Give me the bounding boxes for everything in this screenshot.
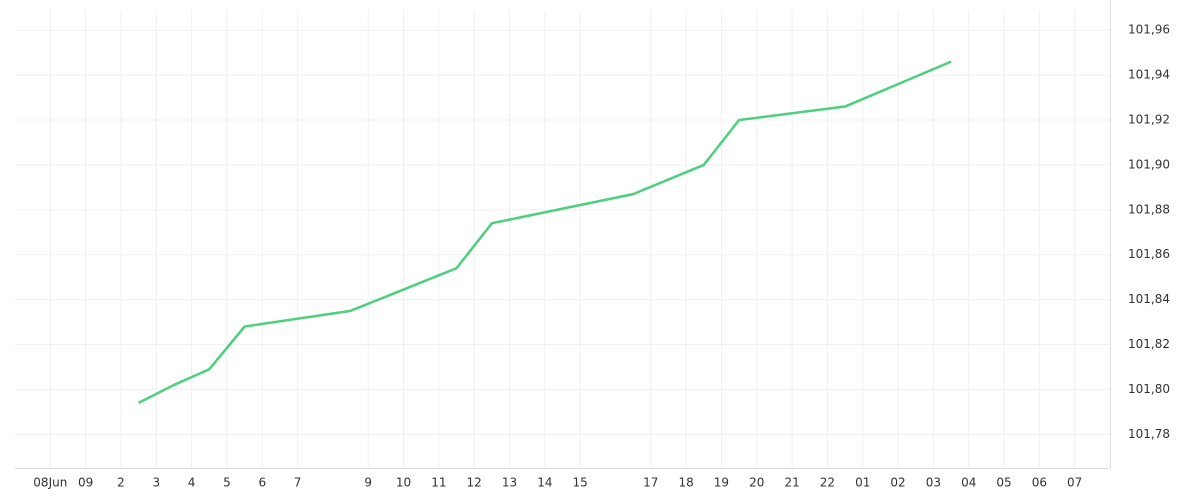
x-tick-label: 4 [188, 476, 196, 490]
x-tick-label: 06 [1032, 476, 1047, 490]
x-tick-label: 14 [537, 476, 552, 490]
x-tick-label: 7 [294, 476, 302, 490]
x-tick-label: 20 [749, 476, 764, 490]
y-tick-label: 101,84 [1128, 292, 1170, 306]
x-tick-label: 12 [467, 476, 482, 490]
x-tick-label: 15 [573, 476, 588, 490]
x-tick-label: 5 [223, 476, 231, 490]
y-tick-label: 101,88 [1128, 202, 1170, 216]
x-tick-label: 17 [643, 476, 658, 490]
x-tick-label: 05 [996, 476, 1011, 490]
x-tick-label: 01 [855, 476, 870, 490]
x-tick-label: 21 [784, 476, 799, 490]
x-tick-label: 9 [364, 476, 372, 490]
x-tick-label: 6 [258, 476, 266, 490]
x-tick-label: 13 [502, 476, 517, 490]
x-tick-label: 10 [396, 476, 411, 490]
x-tick-label: 04 [961, 476, 976, 490]
y-tick-label: 101,86 [1128, 247, 1170, 261]
x-tick-label: 09 [78, 476, 93, 490]
y-tick-label: 101,94 [1128, 68, 1170, 82]
x-tick-label: 11 [431, 476, 446, 490]
x-tick-label: 08Jun [33, 476, 67, 490]
line-series [138, 60, 952, 405]
y-tick-label: 101,96 [1128, 23, 1170, 37]
y-tick-label: 101,78 [1128, 427, 1170, 441]
x-tick-label: 22 [820, 476, 835, 490]
y-tick-label: 101,80 [1128, 382, 1170, 396]
x-tick-label: 3 [152, 476, 160, 490]
x-tick-label: 19 [714, 476, 729, 490]
x-tick-label: 02 [890, 476, 905, 490]
x-tick-label: 03 [926, 476, 941, 490]
x-tick-label: 07 [1067, 476, 1082, 490]
y-tick-label: 101,82 [1128, 337, 1170, 351]
y-tick-label: 101,90 [1128, 157, 1170, 171]
x-tick-label: 2 [117, 476, 125, 490]
x-tick-label: 18 [678, 476, 693, 490]
y-tick-label: 101,92 [1128, 113, 1170, 127]
